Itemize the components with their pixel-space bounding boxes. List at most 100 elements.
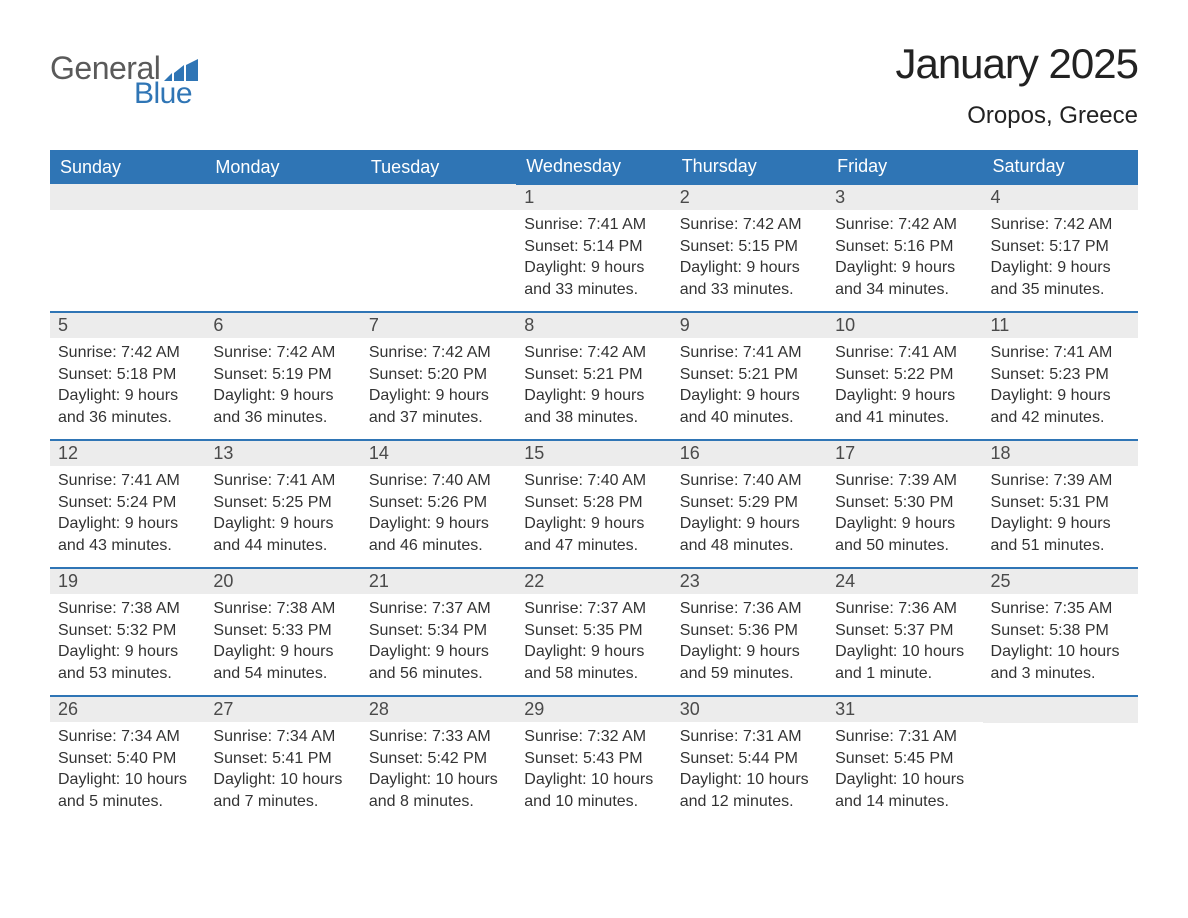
month-title: January 2025 bbox=[895, 40, 1138, 88]
sunrise-text: Sunrise: 7:36 AM bbox=[835, 598, 974, 620]
weekday-header: Friday bbox=[827, 150, 982, 184]
daylight-text: Daylight: 9 hours and 35 minutes. bbox=[991, 257, 1130, 300]
sunrise-text: Sunrise: 7:38 AM bbox=[213, 598, 352, 620]
daylight-text: Daylight: 9 hours and 59 minutes. bbox=[680, 641, 819, 684]
daylight-text: Daylight: 9 hours and 36 minutes. bbox=[58, 385, 197, 428]
calendar-day-cell: 23Sunrise: 7:36 AMSunset: 5:36 PMDayligh… bbox=[672, 568, 827, 696]
day-number: 9 bbox=[672, 313, 827, 338]
sunrise-text: Sunrise: 7:31 AM bbox=[680, 726, 819, 748]
sunrise-text: Sunrise: 7:35 AM bbox=[991, 598, 1130, 620]
calendar-week-row: 1Sunrise: 7:41 AMSunset: 5:14 PMDaylight… bbox=[50, 184, 1138, 312]
day-content: Sunrise: 7:31 AMSunset: 5:44 PMDaylight:… bbox=[672, 722, 827, 816]
calendar-day-cell: 3 Sunrise: 7:42 AMSunset: 5:16 PMDaylight… bbox=[827, 184, 982, 312]
calendar-table: Sunday Monday Tuesday Wednesday Thursday… bbox=[50, 150, 1138, 824]
day-content: Sunrise: 7:42 AMSunset: 5:18 PMDaylight:… bbox=[50, 338, 205, 432]
day-content: Sunrise: 7:39 AMSunset: 5:30 PMDaylight:… bbox=[827, 466, 982, 560]
sunset-text: Sunset: 5:45 PM bbox=[835, 748, 974, 770]
day-number: 2 bbox=[672, 185, 827, 210]
weekday-header: Saturday bbox=[983, 150, 1138, 184]
daylight-text: Daylight: 9 hours and 48 minutes. bbox=[680, 513, 819, 556]
logo-chart-icon bbox=[164, 59, 200, 86]
sunset-text: Sunset: 5:43 PM bbox=[524, 748, 663, 770]
calendar-day-cell bbox=[50, 184, 205, 312]
day-number: 14 bbox=[361, 441, 516, 466]
sunset-text: Sunset: 5:35 PM bbox=[524, 620, 663, 642]
day-content: Sunrise: 7:42 AMSunset: 5:17 PMDaylight:… bbox=[983, 210, 1138, 304]
daylight-text: Daylight: 9 hours and 43 minutes. bbox=[58, 513, 197, 556]
sunrise-text: Sunrise: 7:34 AM bbox=[58, 726, 197, 748]
sunset-text: Sunset: 5:29 PM bbox=[680, 492, 819, 514]
sunset-text: Sunset: 5:38 PM bbox=[991, 620, 1130, 642]
sunset-text: Sunset: 5:20 PM bbox=[369, 364, 508, 386]
sunrise-text: Sunrise: 7:42 AM bbox=[524, 342, 663, 364]
calendar-day-cell: 27Sunrise: 7:34 AMSunset: 5:41 PMDayligh… bbox=[205, 696, 360, 824]
daylight-text: Daylight: 9 hours and 34 minutes. bbox=[835, 257, 974, 300]
calendar-day-cell: 4Sunrise: 7:42 AMSunset: 5:17 PMDaylight… bbox=[983, 184, 1138, 312]
sunrise-text: Sunrise: 7:40 AM bbox=[369, 470, 508, 492]
sunset-text: Sunset: 5:30 PM bbox=[835, 492, 974, 514]
weekday-header: Thursday bbox=[672, 150, 827, 184]
sunrise-text: Sunrise: 7:41 AM bbox=[991, 342, 1130, 364]
day-number: 31 bbox=[827, 697, 982, 722]
sunset-text: Sunset: 5:21 PM bbox=[680, 364, 819, 386]
day-number: 24 bbox=[827, 569, 982, 594]
day-number: 13 bbox=[205, 441, 360, 466]
day-number: 5 bbox=[50, 313, 205, 338]
sunrise-text: Sunrise: 7:31 AM bbox=[835, 726, 974, 748]
sunrise-text: Sunrise: 7:42 AM bbox=[58, 342, 197, 364]
calendar-day-cell: 19Sunrise: 7:38 AMSunset: 5:32 PMDayligh… bbox=[50, 568, 205, 696]
sunset-text: Sunset: 5:25 PM bbox=[213, 492, 352, 514]
day-number: 6 bbox=[205, 313, 360, 338]
weekday-header: Monday bbox=[205, 150, 360, 184]
calendar-day-cell: 30Sunrise: 7:31 AMSunset: 5:44 PMDayligh… bbox=[672, 696, 827, 824]
sunrise-text: Sunrise: 7:33 AM bbox=[369, 726, 508, 748]
day-content: Sunrise: 7:40 AMSunset: 5:28 PMDaylight:… bbox=[516, 466, 671, 560]
daylight-text: Daylight: 9 hours and 42 minutes. bbox=[991, 385, 1130, 428]
calendar-day-cell: 20Sunrise: 7:38 AMSunset: 5:33 PMDayligh… bbox=[205, 568, 360, 696]
sunrise-text: Sunrise: 7:34 AM bbox=[213, 726, 352, 748]
header: General Blue January 2025 Oropos, Greece bbox=[50, 40, 1138, 130]
daylight-text: Daylight: 9 hours and 37 minutes. bbox=[369, 385, 508, 428]
day-content: Sunrise: 7:42 AMSunset: 5:20 PMDaylight:… bbox=[361, 338, 516, 432]
sunrise-text: Sunrise: 7:42 AM bbox=[835, 214, 974, 236]
day-content: Sunrise: 7:33 AMSunset: 5:42 PMDaylight:… bbox=[361, 722, 516, 816]
calendar-day-cell: 12Sunrise: 7:41 AMSunset: 5:24 PMDayligh… bbox=[50, 440, 205, 568]
daylight-text: Daylight: 10 hours and 14 minutes. bbox=[835, 769, 974, 812]
sunset-text: Sunset: 5:16 PM bbox=[835, 236, 974, 258]
calendar-day-cell: 17Sunrise: 7:39 AMSunset: 5:30 PMDayligh… bbox=[827, 440, 982, 568]
day-content: Sunrise: 7:41 AMSunset: 5:23 PMDaylight:… bbox=[983, 338, 1138, 432]
day-content: Sunrise: 7:32 AMSunset: 5:43 PMDaylight:… bbox=[516, 722, 671, 816]
daylight-text: Daylight: 9 hours and 33 minutes. bbox=[524, 257, 663, 300]
calendar-day-cell: 24Sunrise: 7:36 AMSunset: 5:37 PMDayligh… bbox=[827, 568, 982, 696]
day-number: 7 bbox=[361, 313, 516, 338]
sunrise-text: Sunrise: 7:41 AM bbox=[680, 342, 819, 364]
calendar-day-cell: 8Sunrise: 7:42 AMSunset: 5:21 PMDaylight… bbox=[516, 312, 671, 440]
day-content: Sunrise: 7:36 AMSunset: 5:37 PMDaylight:… bbox=[827, 594, 982, 688]
sunrise-text: Sunrise: 7:41 AM bbox=[835, 342, 974, 364]
day-number: 4 bbox=[983, 185, 1138, 210]
calendar-day-cell bbox=[983, 696, 1138, 824]
daylight-text: Daylight: 9 hours and 58 minutes. bbox=[524, 641, 663, 684]
day-number bbox=[361, 184, 516, 210]
sunrise-text: Sunrise: 7:32 AM bbox=[524, 726, 663, 748]
sunset-text: Sunset: 5:17 PM bbox=[991, 236, 1130, 258]
day-number: 20 bbox=[205, 569, 360, 594]
calendar-day-cell: 22Sunrise: 7:37 AMSunset: 5:35 PMDayligh… bbox=[516, 568, 671, 696]
calendar-day-cell: 11Sunrise: 7:41 AMSunset: 5:23 PMDayligh… bbox=[983, 312, 1138, 440]
day-content: Sunrise: 7:42 AMSunset: 5:15 PMDaylight:… bbox=[672, 210, 827, 304]
day-number bbox=[205, 184, 360, 210]
day-content: Sunrise: 7:37 AMSunset: 5:35 PMDaylight:… bbox=[516, 594, 671, 688]
calendar-day-cell: 18Sunrise: 7:39 AMSunset: 5:31 PMDayligh… bbox=[983, 440, 1138, 568]
calendar-day-cell: 25Sunrise: 7:35 AMSunset: 5:38 PMDayligh… bbox=[983, 568, 1138, 696]
calendar-day-cell: 16Sunrise: 7:40 AMSunset: 5:29 PMDayligh… bbox=[672, 440, 827, 568]
day-number: 11 bbox=[983, 313, 1138, 338]
sunrise-text: Sunrise: 7:36 AM bbox=[680, 598, 819, 620]
calendar-day-cell: 7Sunrise: 7:42 AMSunset: 5:20 PMDaylight… bbox=[361, 312, 516, 440]
day-number: 3 bbox=[827, 185, 982, 210]
sunset-text: Sunset: 5:37 PM bbox=[835, 620, 974, 642]
sunrise-text: Sunrise: 7:41 AM bbox=[58, 470, 197, 492]
day-number: 18 bbox=[983, 441, 1138, 466]
day-content: Sunrise: 7:38 AMSunset: 5:33 PMDaylight:… bbox=[205, 594, 360, 688]
calendar-day-cell: 9Sunrise: 7:41 AMSunset: 5:21 PMDaylight… bbox=[672, 312, 827, 440]
sunrise-text: Sunrise: 7:42 AM bbox=[680, 214, 819, 236]
